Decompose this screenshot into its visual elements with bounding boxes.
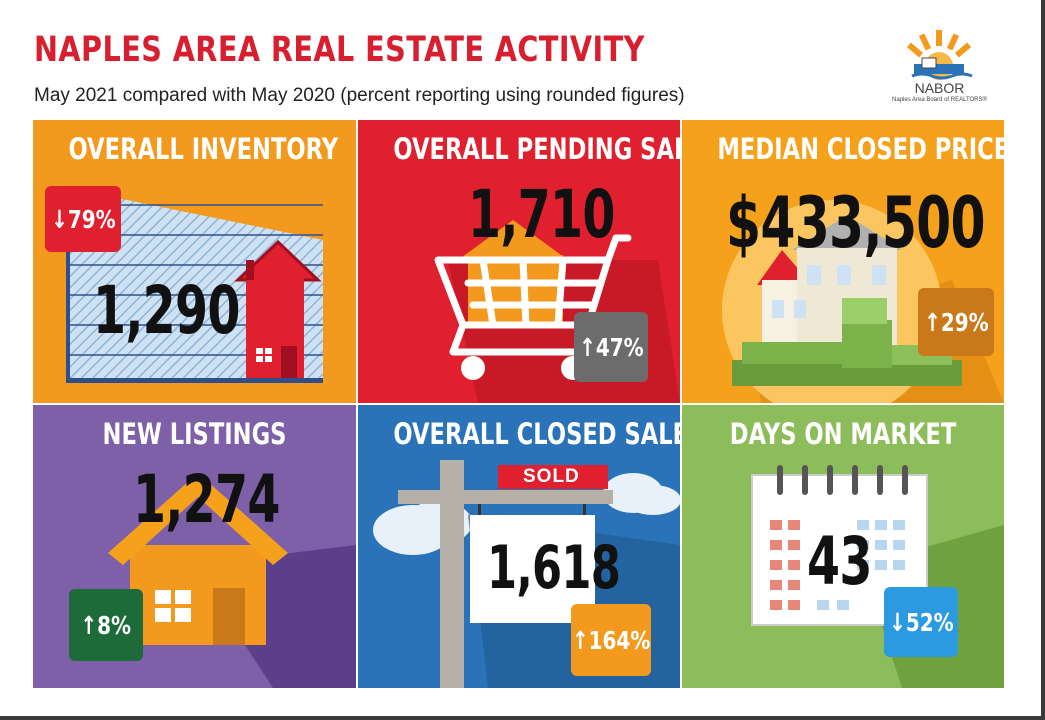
pending-value: 1,710 [468,176,615,253]
inventory-change: ↓79% [50,204,116,234]
calendar-rings-icon [777,465,908,495]
tile-new-listings: NEW LISTINGS 1,274 ↑8% [33,405,356,688]
listings-change: ↑8% [80,610,132,640]
closed-value: 1,618 [487,533,621,603]
listings-title: NEW LISTINGS [102,417,287,451]
median-change-badge: ↑29% [918,288,994,356]
closed-change-badge: ↑164% [571,604,651,676]
listings-change-badge: ↑8% [69,589,143,661]
median-change: ↑29% [923,307,989,337]
tile-days-on-market: DAYS ON MARKET 43 ↓52% [682,405,1004,688]
days-change: ↓52% [888,607,954,637]
inventory-chart-illustration [66,188,323,383]
page-title: NAPLES AREA REAL ESTATE ACTIVITY [34,30,645,70]
days-change-badge: ↓52% [884,587,958,657]
days-title: DAYS ON MARKET [729,417,957,451]
inventory-value: 1,290 [93,272,240,349]
inventory-change-badge: ↓79% [45,186,121,252]
page-subtitle: May 2021 compared with May 2020 (percent… [34,85,685,106]
money-stacks-icon [732,298,962,386]
pending-change: ↑47% [578,332,644,362]
logo-name: NABOR [914,80,965,96]
logo-subtitle: Naples Area Board of REALTORS® [892,97,987,103]
days-value: 43 [807,523,872,600]
median-title: MEDIAN CLOSED PRICE [717,132,1004,166]
tile-overall-pending-sales: OVERALL PENDING SALES 1,710 ↑47% [358,120,680,403]
closed-change: ↑164% [571,625,651,655]
tile-overall-inventory: OVERALL INVENTORY ↓79% 1,290 [33,120,356,403]
median-value: $433,500 [726,182,986,264]
sold-sign-label: SOLD [523,466,580,487]
cart-house-icon [458,220,568,325]
sign-post-icon [398,460,613,688]
listing-house-illustration [108,473,356,688]
pending-change-badge: ↑47% [574,312,648,382]
listing-house-icon [108,473,288,645]
pending-title: OVERALL PENDING SALES [393,132,680,166]
listings-value: 1,274 [133,461,280,538]
nabor-logo: NABOR Naples Area Board of REALTORS® [892,28,987,108]
sun-logo-icon [906,30,973,80]
house-money-illustration [722,200,1004,403]
right-border [1041,0,1045,720]
tile-overall-closed-sales: OVERALL CLOSED SALES SOLD 1,618 ↑164% [358,405,680,688]
inventory-title: OVERALL INVENTORY [68,132,339,166]
house-icon [234,239,322,378]
bottom-border [0,716,1045,720]
closed-title: OVERALL CLOSED SALES [393,417,680,451]
tile-median-closed-price: MEDIAN CLOSED PRICE $433,500 ↑29% [682,120,1004,403]
